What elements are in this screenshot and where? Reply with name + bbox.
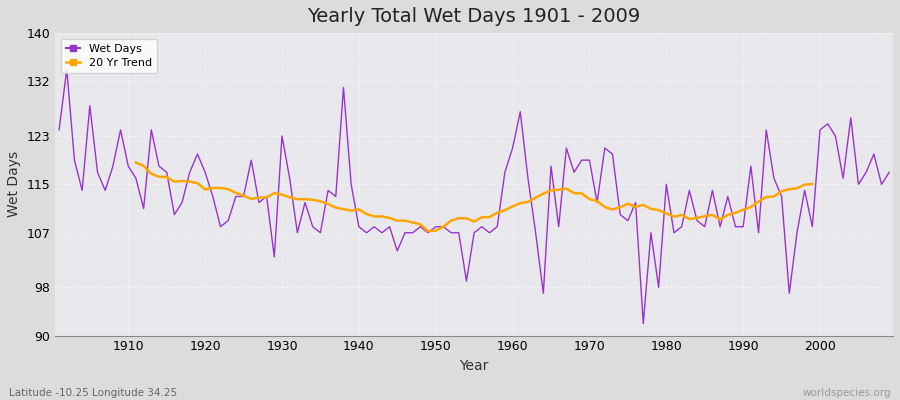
Text: Latitude -10.25 Longitude 34.25: Latitude -10.25 Longitude 34.25: [9, 388, 177, 398]
Title: Yearly Total Wet Days 1901 - 2009: Yearly Total Wet Days 1901 - 2009: [308, 7, 641, 26]
Text: worldspecies.org: worldspecies.org: [803, 388, 891, 398]
Legend: Wet Days, 20 Yr Trend: Wet Days, 20 Yr Trend: [61, 39, 158, 73]
Y-axis label: Wet Days: Wet Days: [7, 151, 21, 218]
X-axis label: Year: Year: [460, 359, 489, 373]
